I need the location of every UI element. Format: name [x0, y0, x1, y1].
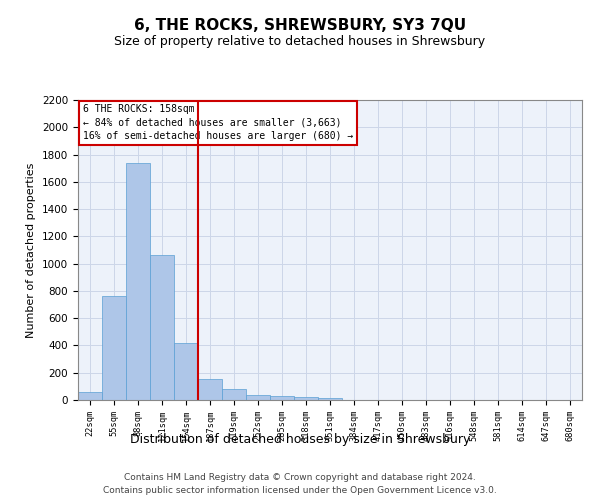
Text: 6, THE ROCKS, SHREWSBURY, SY3 7QU: 6, THE ROCKS, SHREWSBURY, SY3 7QU [134, 18, 466, 32]
Bar [126, 162, 150, 400]
Bar [78, 392, 102, 400]
Bar [198, 379, 222, 400]
Y-axis label: Number of detached properties: Number of detached properties [26, 162, 37, 338]
Text: 6 THE ROCKS: 158sqm
← 84% of detached houses are smaller (3,663)
16% of semi-det: 6 THE ROCKS: 158sqm ← 84% of detached ho… [83, 104, 353, 141]
Text: Contains public sector information licensed under the Open Government Licence v3: Contains public sector information licen… [103, 486, 497, 495]
Text: Contains HM Land Registry data © Crown copyright and database right 2024.: Contains HM Land Registry data © Crown c… [124, 472, 476, 482]
Bar [246, 394, 270, 400]
Bar [294, 398, 318, 400]
Text: Distribution of detached houses by size in Shrewsbury: Distribution of detached houses by size … [130, 432, 470, 446]
Bar [318, 398, 342, 400]
Bar [150, 255, 174, 400]
Text: Size of property relative to detached houses in Shrewsbury: Size of property relative to detached ho… [115, 35, 485, 48]
Bar [174, 342, 198, 400]
Bar [222, 389, 246, 400]
Bar [270, 396, 294, 400]
Bar [102, 296, 126, 400]
